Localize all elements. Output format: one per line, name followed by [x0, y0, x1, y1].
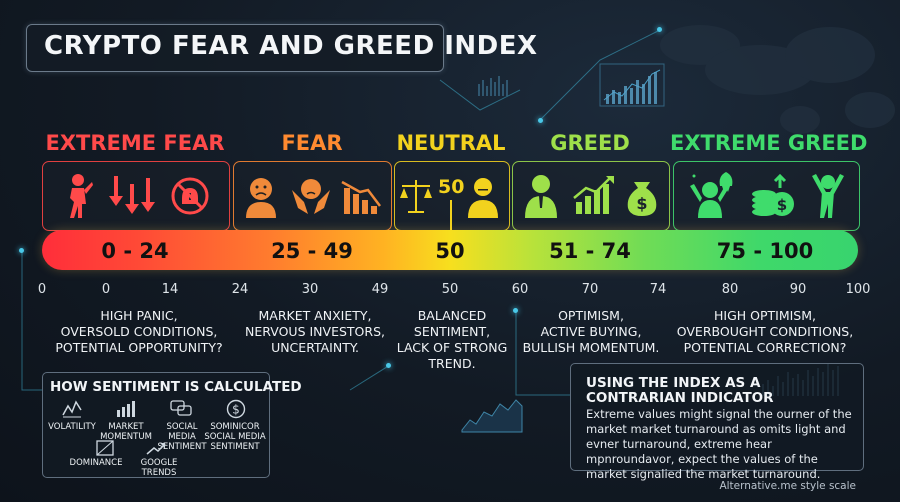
tick-label: 80 [721, 282, 739, 297]
calculation-panel [42, 372, 270, 478]
zone-label-fear: FEAR [281, 131, 343, 155]
svg-text:$: $ [777, 196, 787, 214]
glow-dot [657, 27, 662, 32]
glow-dot [386, 363, 391, 368]
description-fear: MARKET ANXIETY, NERVOUS INVESTORS, UNCER… [245, 308, 385, 355]
description-greed: OPTIMISM, ACTIVE BUYING, BULLISH MOMENTU… [522, 308, 660, 355]
factor-social-media-sentiment: SOCIAL MEDIA SENTIMENT [157, 422, 207, 452]
contrarian-text: Extreme values might signal the ourner o… [586, 407, 852, 481]
neutral-marker-value: 50 [438, 176, 465, 198]
range-fear: 25 - 49 [271, 239, 353, 263]
tick-label: 49 [371, 282, 389, 297]
rocket-icon [719, 172, 733, 192]
contrarian-panel [570, 363, 864, 471]
title-frame [26, 24, 444, 72]
tick-label: 24 [231, 282, 249, 297]
momentum-chart-icon [117, 401, 135, 417]
alarm-prohibited-icon [171, 177, 209, 215]
tick-label: 90 [789, 282, 807, 297]
tick-label: 50 [441, 282, 459, 297]
sentiment-scale-bar [42, 230, 858, 270]
page-title: CRYPTO FEAR AND GREED INDEX [44, 31, 538, 61]
tick-label: 0 [37, 282, 47, 297]
zone-label-neutral: NEUTRAL [396, 131, 506, 155]
factor-volatility: VOLATILITY [48, 422, 96, 432]
range-neutral: 50 [435, 239, 465, 263]
glow-dot [538, 118, 543, 123]
dollar-coin-icon: $ [226, 399, 246, 419]
panic-person-icon [70, 174, 93, 218]
tick-label: 74 [649, 282, 667, 297]
glow-dot [513, 308, 518, 313]
money-bag-icon: $ [627, 182, 657, 216]
falling-arrows-icon [109, 176, 155, 214]
rising-chart-icon [573, 176, 614, 214]
volatility-icon [62, 400, 82, 418]
dominance-icon [96, 440, 114, 456]
glow-dot [19, 248, 24, 253]
declining-chart-icon [341, 180, 381, 214]
description-neutral: BALANCED SENTIMENT, LACK OF STRONG TREND… [396, 308, 508, 371]
contrarian-title-line2: CONTRARIAN INDICATOR [586, 390, 774, 406]
chat-bubbles-icon [170, 400, 192, 416]
factor-dominance: DOMINANCE [69, 458, 123, 468]
range-extreme-fear: 0 - 24 [101, 239, 169, 263]
svg-text:$: $ [232, 403, 240, 417]
businessman-icon [525, 175, 557, 218]
range-extreme-greed: 75 - 100 [716, 239, 814, 263]
tick-label: 0 [101, 282, 111, 297]
trend-arrow-icon [146, 443, 166, 455]
zone-label-extreme-fear: EXTREME FEAR [45, 131, 225, 155]
tick-label: 60 [511, 282, 529, 297]
svg-text:$: $ [636, 194, 647, 213]
neutral-marker-line [450, 200, 452, 238]
tick-label: 100 [845, 282, 871, 297]
factor-google-trends: GOOGLE TRENDS [140, 458, 178, 478]
factor-sominicor-social-media-sentiment: SOMINICOR SOCIAL MEDIA SENTIMENT [204, 422, 266, 452]
worried-face-icon [246, 178, 276, 218]
zone-label-extreme-greed: EXTREME GREED [670, 131, 868, 155]
range-greed: 51 - 74 [549, 239, 631, 263]
description-extreme-greed: HIGH OPTIMISM, OVERBOUGHT CONDITIONS, PO… [676, 308, 854, 355]
zone-label-greed: GREED [550, 131, 630, 155]
victory-person-icon [812, 174, 844, 218]
footer-credit: Alternative.me style scale [719, 480, 856, 492]
tick-label: 14 [161, 282, 179, 297]
description-extreme-fear: HIGH PANIC, OVERSOLD CONDITIONS, POTENTI… [55, 308, 223, 355]
calculation-panel-title: HOW SENTIMENT IS CALCULATED [50, 379, 302, 395]
tick-label: 70 [581, 282, 599, 297]
tick-label: 30 [301, 282, 319, 297]
neutral-person-icon [468, 178, 498, 218]
anxious-hands-icon [292, 179, 330, 214]
contrarian-title-line1: USING THE INDEX AS A [586, 375, 761, 391]
factor-market-momentum: MARKET MOMENTUM [100, 422, 152, 442]
balance-scale-icon [400, 180, 432, 213]
coin-stack-icon: $ [752, 174, 794, 216]
